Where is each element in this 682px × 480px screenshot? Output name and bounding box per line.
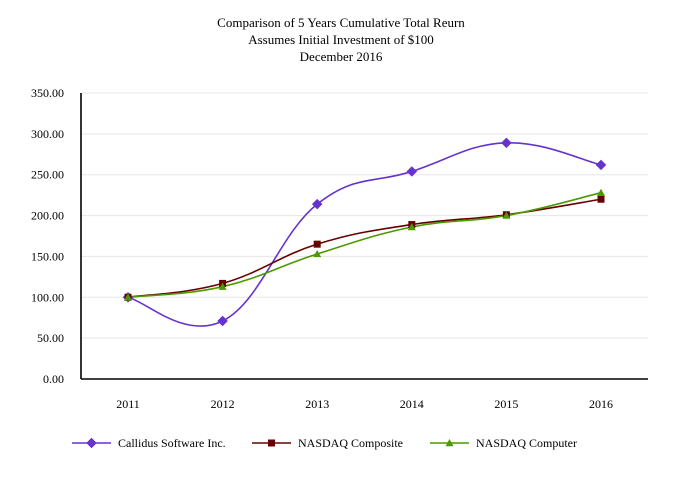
axes <box>80 93 648 380</box>
data-point-marker <box>502 211 511 219</box>
data-point-marker <box>217 315 228 327</box>
x-tick-labels: 2011 2012 2013 2014 2015 2016 <box>116 397 613 411</box>
x-tick-label: 2012 <box>211 397 235 411</box>
x-tick-label: 2013 <box>305 397 329 411</box>
series-lines <box>127 142 602 327</box>
data-point-marker <box>218 282 227 290</box>
legend-marker-2 <box>445 439 454 447</box>
data-point-marker <box>313 249 322 258</box>
data-point-marker <box>597 195 605 203</box>
series-line-2 <box>127 191 602 299</box>
x-tick-label: 2014 <box>400 397 424 411</box>
y-tick-label: 50.00 <box>37 331 64 345</box>
chart-title-line-3: December 2016 <box>300 49 383 64</box>
data-point-marker <box>407 223 416 231</box>
y-tick-label: 200.00 <box>31 209 64 223</box>
chart-title-line-1: Comparison of 5 Years Cumulative Total R… <box>217 15 465 30</box>
legend-marker-1 <box>268 439 275 447</box>
legend-marker-0 <box>86 437 97 449</box>
data-point-marker <box>501 137 512 149</box>
data-point-marker <box>406 166 418 177</box>
x-tick-label: 2016 <box>589 397 613 411</box>
y-tick-label: 150.00 <box>31 249 64 263</box>
data-point-marker <box>313 240 321 248</box>
data-point-marker <box>311 198 323 210</box>
data-point-marker <box>595 159 607 171</box>
series-line-1 <box>127 198 602 299</box>
legend: Callidus Software Inc. NASDAQ Composite NA… <box>72 436 577 450</box>
x-tick-label: 2015 <box>494 397 518 411</box>
x-tick-label: 2011 <box>116 397 140 411</box>
series-line-0 <box>127 142 602 327</box>
data-point-marker <box>597 188 605 196</box>
y-tick-label: 100.00 <box>31 290 64 304</box>
y-tick-label: 0.00 <box>43 372 64 386</box>
y-tick-labels: 0.00 50.00 100.00 150.00 200.00 250.00 300.00 3… <box>31 86 64 386</box>
grid-lines <box>81 92 648 339</box>
legend-label-2: NASDAQ Computer <box>476 436 577 450</box>
y-tick-label: 350.00 <box>31 86 64 100</box>
series-markers <box>122 137 607 327</box>
chart-title: Comparison of 5 Years Cumulative Total R… <box>217 15 465 64</box>
legend-label-0: Callidus Software Inc. <box>118 436 226 450</box>
legend-label-1: NASDAQ Composite <box>298 436 403 450</box>
data-point-marker <box>124 293 132 301</box>
y-tick-label: 300.00 <box>31 127 64 141</box>
y-tick-label: 250.00 <box>31 168 64 182</box>
chart-title-line-2: Assumes Initial Investment of $100 <box>248 32 434 47</box>
